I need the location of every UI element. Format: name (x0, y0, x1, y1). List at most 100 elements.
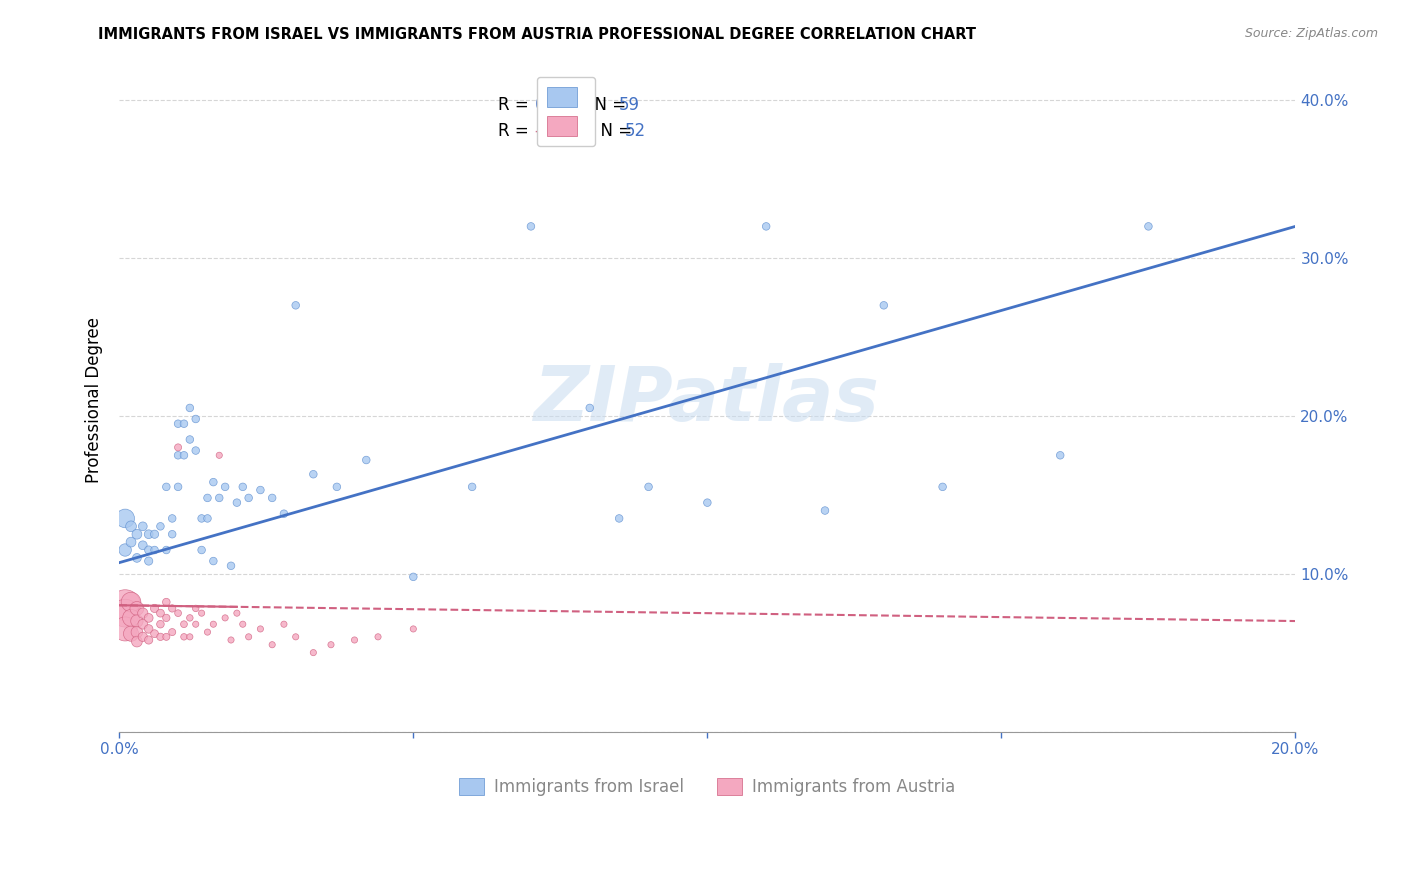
Text: N =: N = (589, 121, 637, 139)
Point (143, 626, 166, 640)
Point (167, 417, 190, 431)
Point (262, 491, 284, 505)
Point (125, 634, 148, 648)
Point (520, 219, 543, 234)
Point (160, 527, 183, 541)
Text: 0.380: 0.380 (534, 96, 582, 114)
Point (179, 401, 201, 415)
Point (356, 453, 378, 467)
Point (232, 480, 254, 494)
Point (160, 511, 183, 525)
Point (138, 527, 160, 541)
Point (319, 638, 342, 652)
Point (114, 606, 136, 620)
Point (302, 646, 325, 660)
Point (114, 599, 136, 613)
Point (132, 617, 155, 632)
Point (214, 480, 236, 494)
Point (173, 448, 195, 462)
Point (326, 480, 349, 494)
Point (607, 511, 630, 525)
Point (132, 538, 155, 552)
Point (219, 632, 242, 647)
Point (125, 601, 148, 615)
Point (120, 611, 142, 625)
Point (238, 491, 260, 505)
Point (120, 626, 142, 640)
Point (814, 503, 837, 517)
Point (1137, 219, 1160, 234)
Point (149, 519, 172, 533)
Point (155, 595, 177, 609)
Point (138, 632, 160, 647)
Point (931, 480, 953, 494)
Point (173, 417, 195, 431)
Point (114, 543, 136, 558)
Point (138, 554, 160, 568)
Point (184, 617, 207, 632)
Point (190, 543, 212, 558)
Point (179, 611, 201, 625)
Point (249, 483, 271, 497)
Text: R =: R = (498, 96, 534, 114)
Point (696, 496, 718, 510)
Point (120, 535, 142, 549)
Point (184, 443, 207, 458)
Point (167, 441, 190, 455)
Point (197, 511, 219, 525)
Point (149, 630, 172, 644)
Point (343, 632, 366, 647)
Point (202, 617, 225, 632)
Point (155, 543, 177, 558)
Point (167, 606, 190, 620)
Point (167, 480, 190, 494)
Point (302, 467, 325, 482)
Point (225, 496, 247, 510)
Text: IMMIGRANTS FROM ISRAEL VS IMMIGRANTS FROM AUSTRIA PROFESSIONAL DEGREE CORRELATIO: IMMIGRANTS FROM ISRAEL VS IMMIGRANTS FRO… (98, 27, 976, 42)
Text: 52: 52 (626, 121, 647, 139)
Point (125, 527, 148, 541)
Point (143, 543, 166, 558)
Point (402, 570, 425, 584)
Point (155, 480, 177, 494)
Point (149, 617, 172, 632)
Text: N =: N = (583, 96, 631, 114)
Point (249, 622, 271, 636)
Point (755, 219, 778, 234)
Point (132, 630, 155, 644)
Point (125, 625, 148, 640)
Point (155, 630, 177, 644)
Point (402, 622, 425, 636)
Point (173, 630, 195, 644)
Point (160, 625, 183, 640)
Point (208, 491, 231, 505)
Text: Source: ZipAtlas.com: Source: ZipAtlas.com (1244, 27, 1378, 40)
Point (190, 511, 212, 525)
Point (637, 480, 659, 494)
Y-axis label: Professional Degree: Professional Degree (86, 317, 103, 483)
Point (132, 606, 155, 620)
Point (138, 611, 160, 625)
Point (219, 558, 242, 573)
Point (578, 401, 600, 415)
Point (214, 611, 236, 625)
Point (125, 614, 148, 628)
Point (461, 480, 484, 494)
Point (273, 507, 295, 521)
Point (367, 630, 389, 644)
Point (208, 448, 231, 462)
Point (873, 298, 896, 312)
Point (120, 519, 142, 533)
Point (138, 622, 160, 636)
Point (284, 630, 307, 644)
Point (114, 511, 136, 525)
Point (225, 606, 247, 620)
Legend: Immigrants from Israel, Immigrants from Austria: Immigrants from Israel, Immigrants from … (453, 772, 962, 803)
Point (202, 554, 225, 568)
Point (179, 630, 201, 644)
Point (132, 519, 155, 533)
Point (262, 638, 284, 652)
Point (232, 617, 254, 632)
Point (184, 601, 207, 615)
Point (273, 617, 295, 632)
